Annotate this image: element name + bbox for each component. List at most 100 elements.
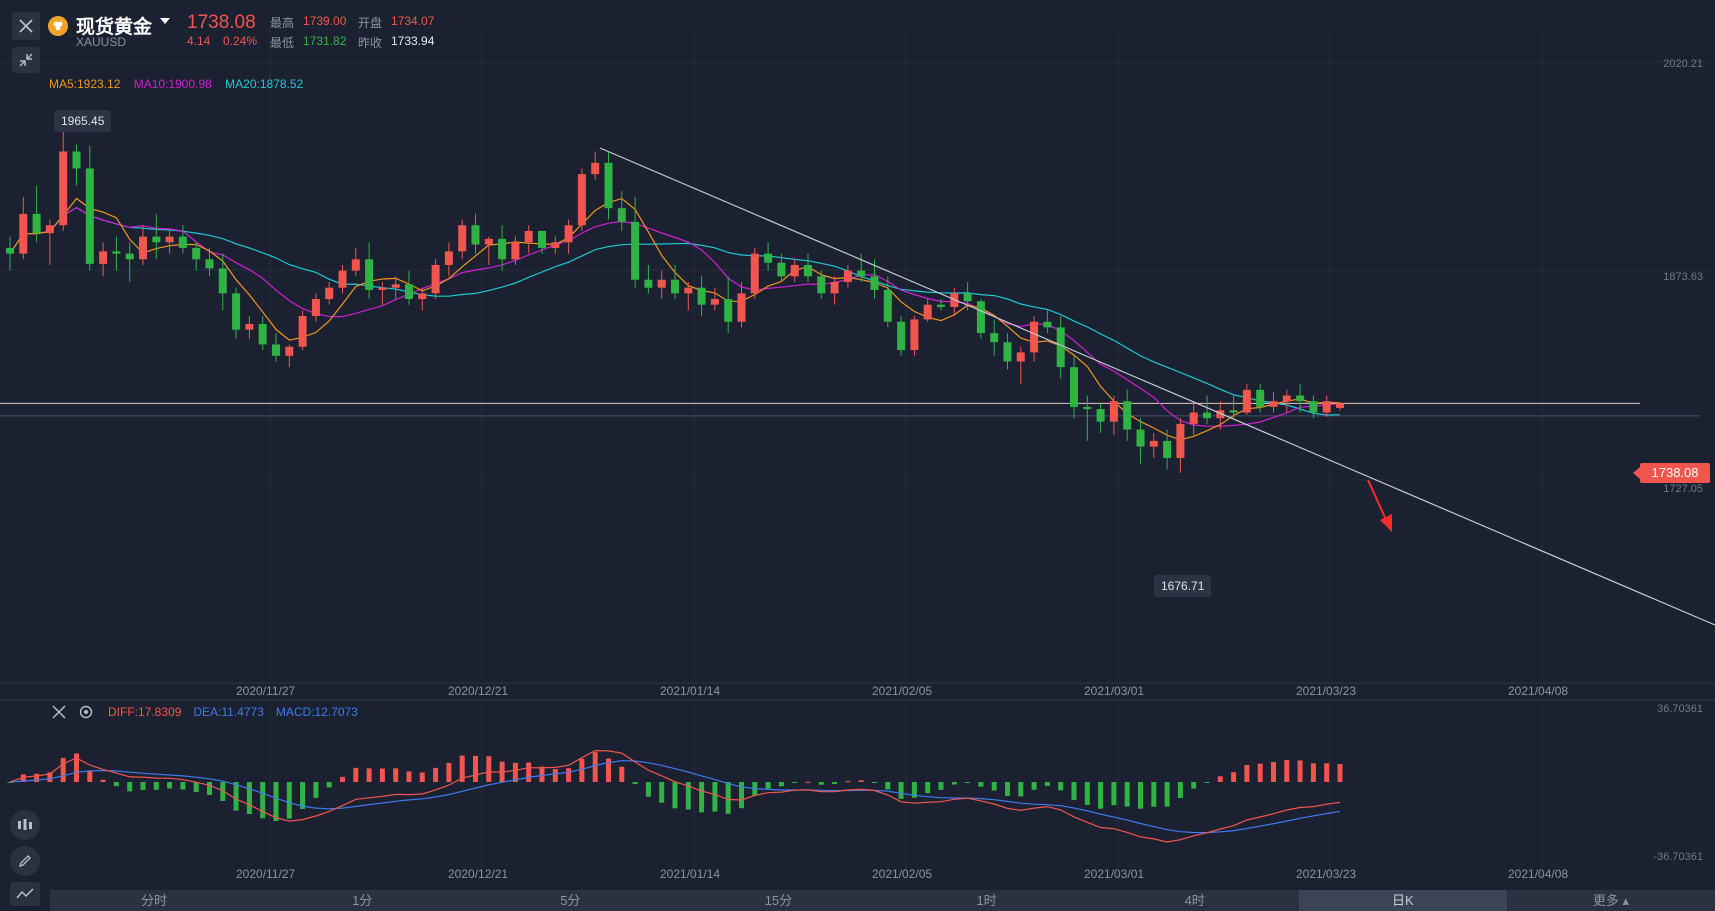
candle-body <box>125 253 134 260</box>
symbol-dropdown-caret-icon[interactable] <box>160 18 170 24</box>
ma10-line <box>9 206 1341 427</box>
high-label: 最高 <box>270 16 295 30</box>
pencil-icon <box>18 855 31 868</box>
symbol-name[interactable]: 现货黄金 <box>76 17 153 38</box>
macd-histogram-bar <box>379 768 385 782</box>
macd-dea-line <box>9 760 1341 834</box>
period-tab-5m[interactable]: 5分 <box>560 893 581 908</box>
macd-histogram-bar <box>832 782 838 785</box>
close-indicator-icon[interactable] <box>52 705 66 719</box>
macd-date-label: 2021/03/01 <box>1084 867 1145 881</box>
macd-histogram-bar <box>1297 760 1303 782</box>
candle-body <box>1309 401 1318 413</box>
candle-body <box>351 259 360 271</box>
macd-histogram-bar <box>1204 782 1210 783</box>
macd-histogram-bar <box>552 769 558 782</box>
macd-histogram-bar <box>606 758 611 782</box>
macd-histogram-bar <box>725 782 731 814</box>
candle-body <box>1136 429 1145 447</box>
candle-body <box>431 264 440 294</box>
last-price: 1738.08 <box>187 12 256 33</box>
period-tab-1h[interactable]: 1时 <box>976 893 997 908</box>
indicator-tool-button[interactable] <box>10 810 40 840</box>
macd-histogram-bar <box>845 781 851 783</box>
candle-body <box>1149 440 1158 447</box>
macd-histogram-bar <box>1310 763 1316 782</box>
macd-histogram-bar <box>872 782 877 783</box>
candle-body <box>32 213 41 234</box>
candle-body <box>1003 342 1012 362</box>
macd-histogram-bar <box>47 772 53 782</box>
candle-body <box>178 236 187 248</box>
macd-histogram-bar <box>313 782 319 798</box>
candle-body <box>1070 367 1078 407</box>
draw-tool-button[interactable] <box>10 846 40 876</box>
period-tab-more[interactable]: 更多 ▴ <box>1592 893 1630 908</box>
candle-body <box>1269 401 1278 407</box>
candle-body <box>6 247 14 254</box>
candle-body <box>790 264 799 277</box>
macd-histogram-bar <box>951 782 957 785</box>
symbol-code: XAUUSD <box>76 35 127 49</box>
price-change-percent: 0.24% <box>223 34 258 48</box>
candle-body <box>843 270 852 282</box>
price-axis-label: 2020.21 <box>1663 58 1703 70</box>
candle-body <box>710 299 719 305</box>
macd-histogram-bar <box>632 782 638 785</box>
macd-histogram-bar <box>419 772 425 782</box>
close-button[interactable] <box>12 12 40 40</box>
candle-body <box>750 253 759 294</box>
candle-body <box>272 344 280 356</box>
macd-date-label: 2021/03/23 <box>1296 867 1357 881</box>
macd-histogram-bar <box>685 782 691 810</box>
macd-histogram-bar <box>193 782 199 793</box>
macd-histogram-bar <box>167 782 173 789</box>
period-tab-time[interactable]: 分时 <box>141 893 168 908</box>
date-label: 2021/01/14 <box>660 684 721 698</box>
candle-body <box>405 284 413 300</box>
date-label: 2021/04/08 <box>1508 684 1569 698</box>
candle-body <box>551 242 560 248</box>
settings-icon[interactable] <box>78 704 94 720</box>
fullscreen-button[interactable] <box>12 47 40 73</box>
macd-dea-value: DEA:11.4773 <box>193 705 264 719</box>
macd-histogram-bar <box>965 782 971 783</box>
macd-histogram-bar <box>1271 761 1276 782</box>
macd-histogram-bar <box>459 755 465 782</box>
macd-histogram-bar <box>672 782 678 809</box>
candle-body <box>963 293 972 302</box>
red-arrow-line <box>1367 479 1389 525</box>
macd-histogram-bar <box>74 753 79 782</box>
candle-body <box>338 270 347 288</box>
candle-body <box>804 264 812 277</box>
macd-histogram-bar <box>699 782 705 813</box>
candle-body <box>817 276 826 294</box>
period-tab-daily[interactable]: 日K <box>1298 890 1507 911</box>
candle-body <box>112 251 121 254</box>
period-tab-15m[interactable]: 15分 <box>764 893 793 908</box>
macd-histogram-bar <box>1177 782 1183 798</box>
macd-date-label: 2021/04/08 <box>1508 867 1569 881</box>
candle-body <box>684 287 693 294</box>
candle-body <box>1296 395 1305 402</box>
candle-body <box>883 289 892 322</box>
period-tab-4h[interactable]: 4时 <box>1184 893 1205 908</box>
macd-histogram-bar <box>1151 782 1157 807</box>
macd-histogram-bar <box>1124 782 1130 807</box>
macd-histogram-bar <box>473 755 478 782</box>
candle-body <box>59 151 68 226</box>
candle-body <box>99 251 108 264</box>
macd-histogram-bar <box>113 782 119 787</box>
candle-body <box>524 230 533 243</box>
candle-body <box>152 236 161 243</box>
price-axis-label: 1727.05 <box>1663 483 1703 495</box>
macd-histogram-bar <box>1244 764 1250 782</box>
macd-histogram-bar <box>127 782 133 792</box>
candle-body <box>1083 406 1092 410</box>
chart-type-button[interactable] <box>10 882 40 906</box>
candle-body <box>72 151 81 169</box>
period-tab-1m[interactable]: 1分 <box>352 893 373 908</box>
candle-body <box>1242 389 1251 413</box>
macd-histogram-bar <box>87 770 93 782</box>
